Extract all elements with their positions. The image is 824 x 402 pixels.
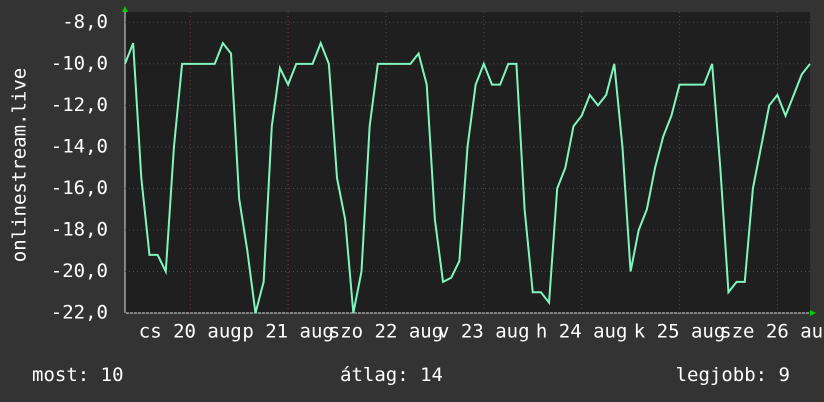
- stat-text: legjobb:: [676, 364, 768, 386]
- x-tick-label: sze 26 aug: [720, 321, 824, 343]
- y-tick-label: -14,0: [51, 135, 108, 157]
- x-tick-label: v 23 aug: [438, 321, 530, 343]
- y-axis-label: onlinestream.live: [9, 68, 31, 262]
- plot-area: [125, 12, 810, 313]
- stat-text: 10: [101, 364, 124, 386]
- y-tick-label: -16,0: [51, 177, 108, 199]
- y-tick-label: -18,0: [51, 218, 108, 240]
- stat: átlag: 14: [340, 364, 443, 386]
- stat-text: 14: [420, 364, 443, 386]
- y-tick-label: -12,0: [51, 94, 108, 116]
- y-tick-label: -8,0: [62, 11, 108, 33]
- y-tick-label: -22,0: [51, 302, 108, 324]
- x-arrow: [810, 310, 816, 316]
- stat: legjobb: 9: [676, 364, 790, 386]
- y-tick-label: -10,0: [51, 52, 108, 74]
- stat-text: 9: [779, 364, 790, 386]
- stat: most: 10: [32, 364, 124, 386]
- x-tick-label: cs 20 aug: [139, 321, 242, 343]
- data-line: [124, 40, 811, 314]
- x-tick-label: h 24 aug: [536, 321, 628, 343]
- y-arrow: [122, 6, 128, 12]
- stat-text: átlag:: [340, 364, 409, 386]
- stat-text: most:: [32, 364, 89, 386]
- x-tick-label: p 21 aug: [242, 321, 334, 343]
- x-tick-label: szo 22 aug: [329, 321, 443, 343]
- x-tick-label: k 25 aug: [634, 321, 726, 343]
- y-tick-label: -20,0: [51, 260, 108, 282]
